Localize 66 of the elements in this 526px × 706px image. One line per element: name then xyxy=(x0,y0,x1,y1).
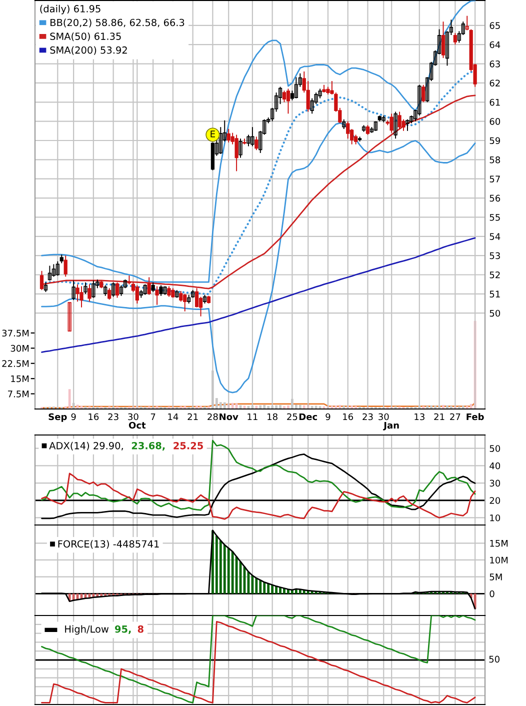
x-tick-label: 30 xyxy=(378,413,389,420)
y-tick-label: 20 xyxy=(490,497,500,504)
y-tick-label: 50 xyxy=(490,310,500,317)
x-tick-label: Dec xyxy=(299,413,317,420)
x-tick-label: 7 xyxy=(150,413,156,420)
y-tick-label: 0 xyxy=(490,590,494,598)
y-tick-label: 10 xyxy=(490,514,500,522)
x-tick-label: 25 xyxy=(287,413,298,420)
text: 95, xyxy=(114,625,131,634)
x-tick-label: Jan xyxy=(383,422,399,430)
x-tick-label: 16 xyxy=(88,413,99,420)
legend-label: BB(20,2) 58.86, 62.58, 66.3 xyxy=(50,18,184,28)
y2-tick-label: 15M xyxy=(11,375,29,382)
x-tick-label: 9 xyxy=(326,413,330,420)
x-tick-label: 23 xyxy=(108,413,118,420)
y-tick-label: 63 xyxy=(490,60,500,68)
y2-tick-label: 30M xyxy=(10,344,29,352)
text: 23.68, xyxy=(132,442,165,451)
y-tick-label: 53 xyxy=(490,252,500,260)
legend-label: ADX(14) 29.90, xyxy=(49,442,123,450)
y-tick-label: 51 xyxy=(490,290,500,298)
y-tick-label: 50 xyxy=(490,445,500,452)
y-tick-label: 61 xyxy=(490,98,500,106)
text: 8 xyxy=(138,625,144,633)
y-tick-label: 10M xyxy=(490,556,508,564)
y-tick-label: 30 xyxy=(490,480,500,487)
y-tick-label: 57 xyxy=(490,176,500,182)
x-tick-label: 21 xyxy=(188,413,198,420)
y-tick-label: 59 xyxy=(490,137,500,144)
y-tick-label: 58 xyxy=(490,156,500,164)
x-tick-label: 13 xyxy=(414,413,424,420)
y-tick-label: 60 xyxy=(490,118,500,125)
text: 25.25 xyxy=(174,442,203,450)
x-tick-label: 27 xyxy=(450,413,460,420)
y-tick-label: 64 xyxy=(490,41,500,48)
y2-tick-label: 22.5M xyxy=(2,360,29,367)
x-tick-label: 9 xyxy=(71,413,76,420)
x-tick-label: 30 xyxy=(128,413,138,420)
y2-tick-label: 37.5M xyxy=(2,330,29,337)
y-tick-label: 15M xyxy=(490,540,508,547)
y-tick-label: 62 xyxy=(490,80,500,87)
x-tick-label: 16 xyxy=(343,413,354,420)
x-tick-label: 21 xyxy=(434,413,444,420)
y-tick-label: 65 xyxy=(490,22,500,29)
legend-label: SMA(50) 61.35 xyxy=(50,32,121,42)
x-tick-label: 23 xyxy=(362,413,373,420)
y-tick-label: 40 xyxy=(490,462,500,470)
y-tick-label: 55 xyxy=(490,214,500,221)
legend-label: SMA(200) 53.92 xyxy=(50,46,127,55)
x-tick-label: 14 xyxy=(168,413,178,420)
x-tick-label: Nov xyxy=(220,413,238,420)
x-tick-label: 18 xyxy=(268,413,278,420)
x-tick-label: 28 xyxy=(208,413,218,420)
y-tick-label: 54 xyxy=(490,233,500,240)
y-tick-label: 52 xyxy=(490,271,500,278)
legend-label: FORCE(13) -4485741 xyxy=(58,540,159,549)
x-tick-label: 11 xyxy=(248,413,258,420)
x-tick-label: Oct xyxy=(128,422,146,429)
y-tick-label: 56 xyxy=(490,194,500,202)
y-tick-label: 5M xyxy=(490,574,502,580)
x-tick-label: Sep xyxy=(48,413,67,422)
y2-tick-label: 7.5M xyxy=(8,390,29,398)
annotation: E xyxy=(210,130,215,138)
x-tick-label: Feb xyxy=(466,413,484,420)
legend-title: (daily) 61.95 xyxy=(40,4,100,14)
legend-title: High/Low xyxy=(65,625,109,635)
